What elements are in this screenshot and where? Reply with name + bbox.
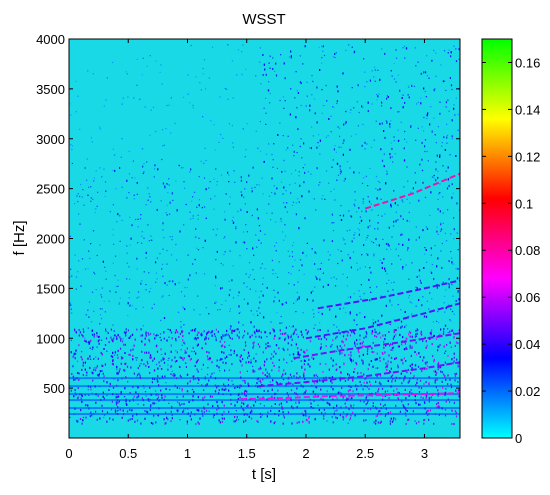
frequency-ridge [293, 332, 460, 360]
x-tick-label: 1.5 [238, 446, 256, 461]
colorbar-tick-label: 0.06 [515, 290, 540, 305]
colorbar-tick-label: 0 [515, 431, 522, 446]
colorbar-tick-label: 0.14 [515, 102, 540, 117]
colorbar-tick-label: 0.12 [515, 149, 540, 164]
x-tick-label: 0.5 [119, 446, 137, 461]
x-tick-label: 2 [302, 446, 309, 461]
colorbar-axis: 0 0.02 0.04 0.06 0.08 0.1 0.12 0.14 0.16 [482, 55, 540, 446]
y-tick-label: 1000 [36, 331, 65, 346]
frequency-ridge [317, 279, 460, 310]
colorbar-tick-label: 0.04 [515, 337, 540, 352]
y-tick-label: 2500 [36, 182, 65, 197]
y-tick-label: 2000 [36, 232, 65, 247]
y-axis-label: f [Hz] [11, 220, 28, 255]
y-tick-label: 3000 [36, 132, 65, 147]
x-tick-label: 1 [184, 446, 191, 461]
y-tick-label: 1500 [36, 281, 65, 296]
x-tick-label: 0 [65, 446, 72, 461]
y-tick-label: 4000 [36, 32, 65, 47]
y-tick-label: 3500 [36, 82, 65, 97]
frequency-ridge [305, 302, 460, 340]
x-axis: 0 0.5 1 1.5 2 2.5 3 [65, 39, 428, 461]
frequency-ridge [240, 392, 460, 401]
colorbar [481, 38, 513, 439]
colorbar-tick-label: 0.02 [515, 384, 540, 399]
spectrogram-ridges [240, 172, 460, 401]
colorbar-tick-label: 0.1 [515, 196, 533, 211]
chart-title: WSST [242, 11, 285, 28]
y-axis: 500 1000 1500 2000 2500 3000 3500 4000 [36, 32, 460, 396]
colorbar-tick-label: 0.08 [515, 243, 540, 258]
x-tick-label: 3 [421, 446, 428, 461]
frequency-ridge [364, 172, 460, 210]
y-tick-label: 500 [43, 381, 65, 396]
frequency-ridge [258, 361, 460, 388]
x-axis-label: t [s] [252, 466, 276, 483]
x-tick-label: 2.5 [356, 446, 374, 461]
colorbar-tick-label: 0.16 [515, 55, 540, 70]
